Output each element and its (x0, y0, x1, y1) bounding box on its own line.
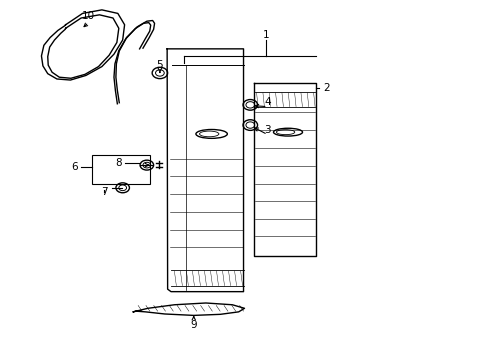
Text: 10: 10 (82, 11, 95, 21)
Text: 4: 4 (264, 97, 270, 107)
Bar (92, 155, 150, 184)
Text: 9: 9 (190, 320, 197, 330)
Text: 3: 3 (264, 125, 270, 135)
Text: 7: 7 (101, 188, 107, 197)
Text: 1: 1 (263, 30, 269, 40)
Text: 5: 5 (156, 60, 163, 70)
Text: 6: 6 (71, 162, 78, 171)
Text: 8: 8 (115, 158, 122, 168)
Text: 2: 2 (323, 83, 329, 93)
